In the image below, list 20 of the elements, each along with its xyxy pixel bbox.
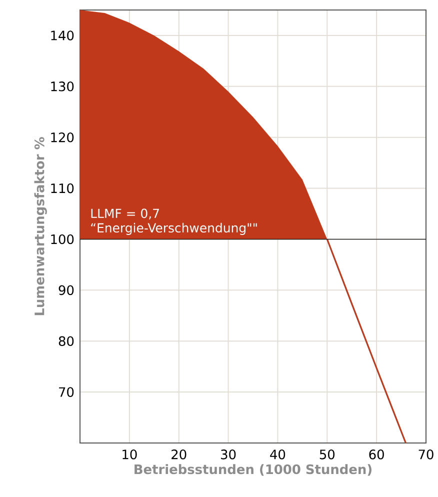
x-tick-label: 10 [122, 450, 137, 460]
y-tick-label: 90 [58, 285, 74, 296]
y-axis-title: Lumenwartungsfaktor % [34, 137, 47, 316]
y-tick-label: 110 [51, 183, 74, 194]
x-tick-label: 50 [320, 450, 335, 460]
annotation: LLMF = 0,7 [91, 208, 159, 220]
x-tick-label: 20 [172, 450, 186, 460]
annotation: “Energie-Verschwendung"" [91, 222, 257, 235]
x-axis-title: Betriebsstunden (1000 Stunden) [134, 464, 372, 476]
y-tick-label: 120 [51, 132, 74, 142]
y-tick-label: 70 [59, 387, 74, 397]
x-tick-label: 60 [369, 450, 384, 460]
x-tick-label: 70 [418, 450, 434, 460]
line-series [326, 238, 407, 443]
x-tick-label: 30 [221, 450, 236, 460]
y-tick-label: 100 [51, 234, 74, 244]
x-tick-label: 40 [270, 450, 286, 460]
y-tick-label: 80 [58, 336, 74, 346]
y-tick-label: 130 [51, 82, 74, 92]
y-tick-label: 140 [51, 30, 74, 40]
